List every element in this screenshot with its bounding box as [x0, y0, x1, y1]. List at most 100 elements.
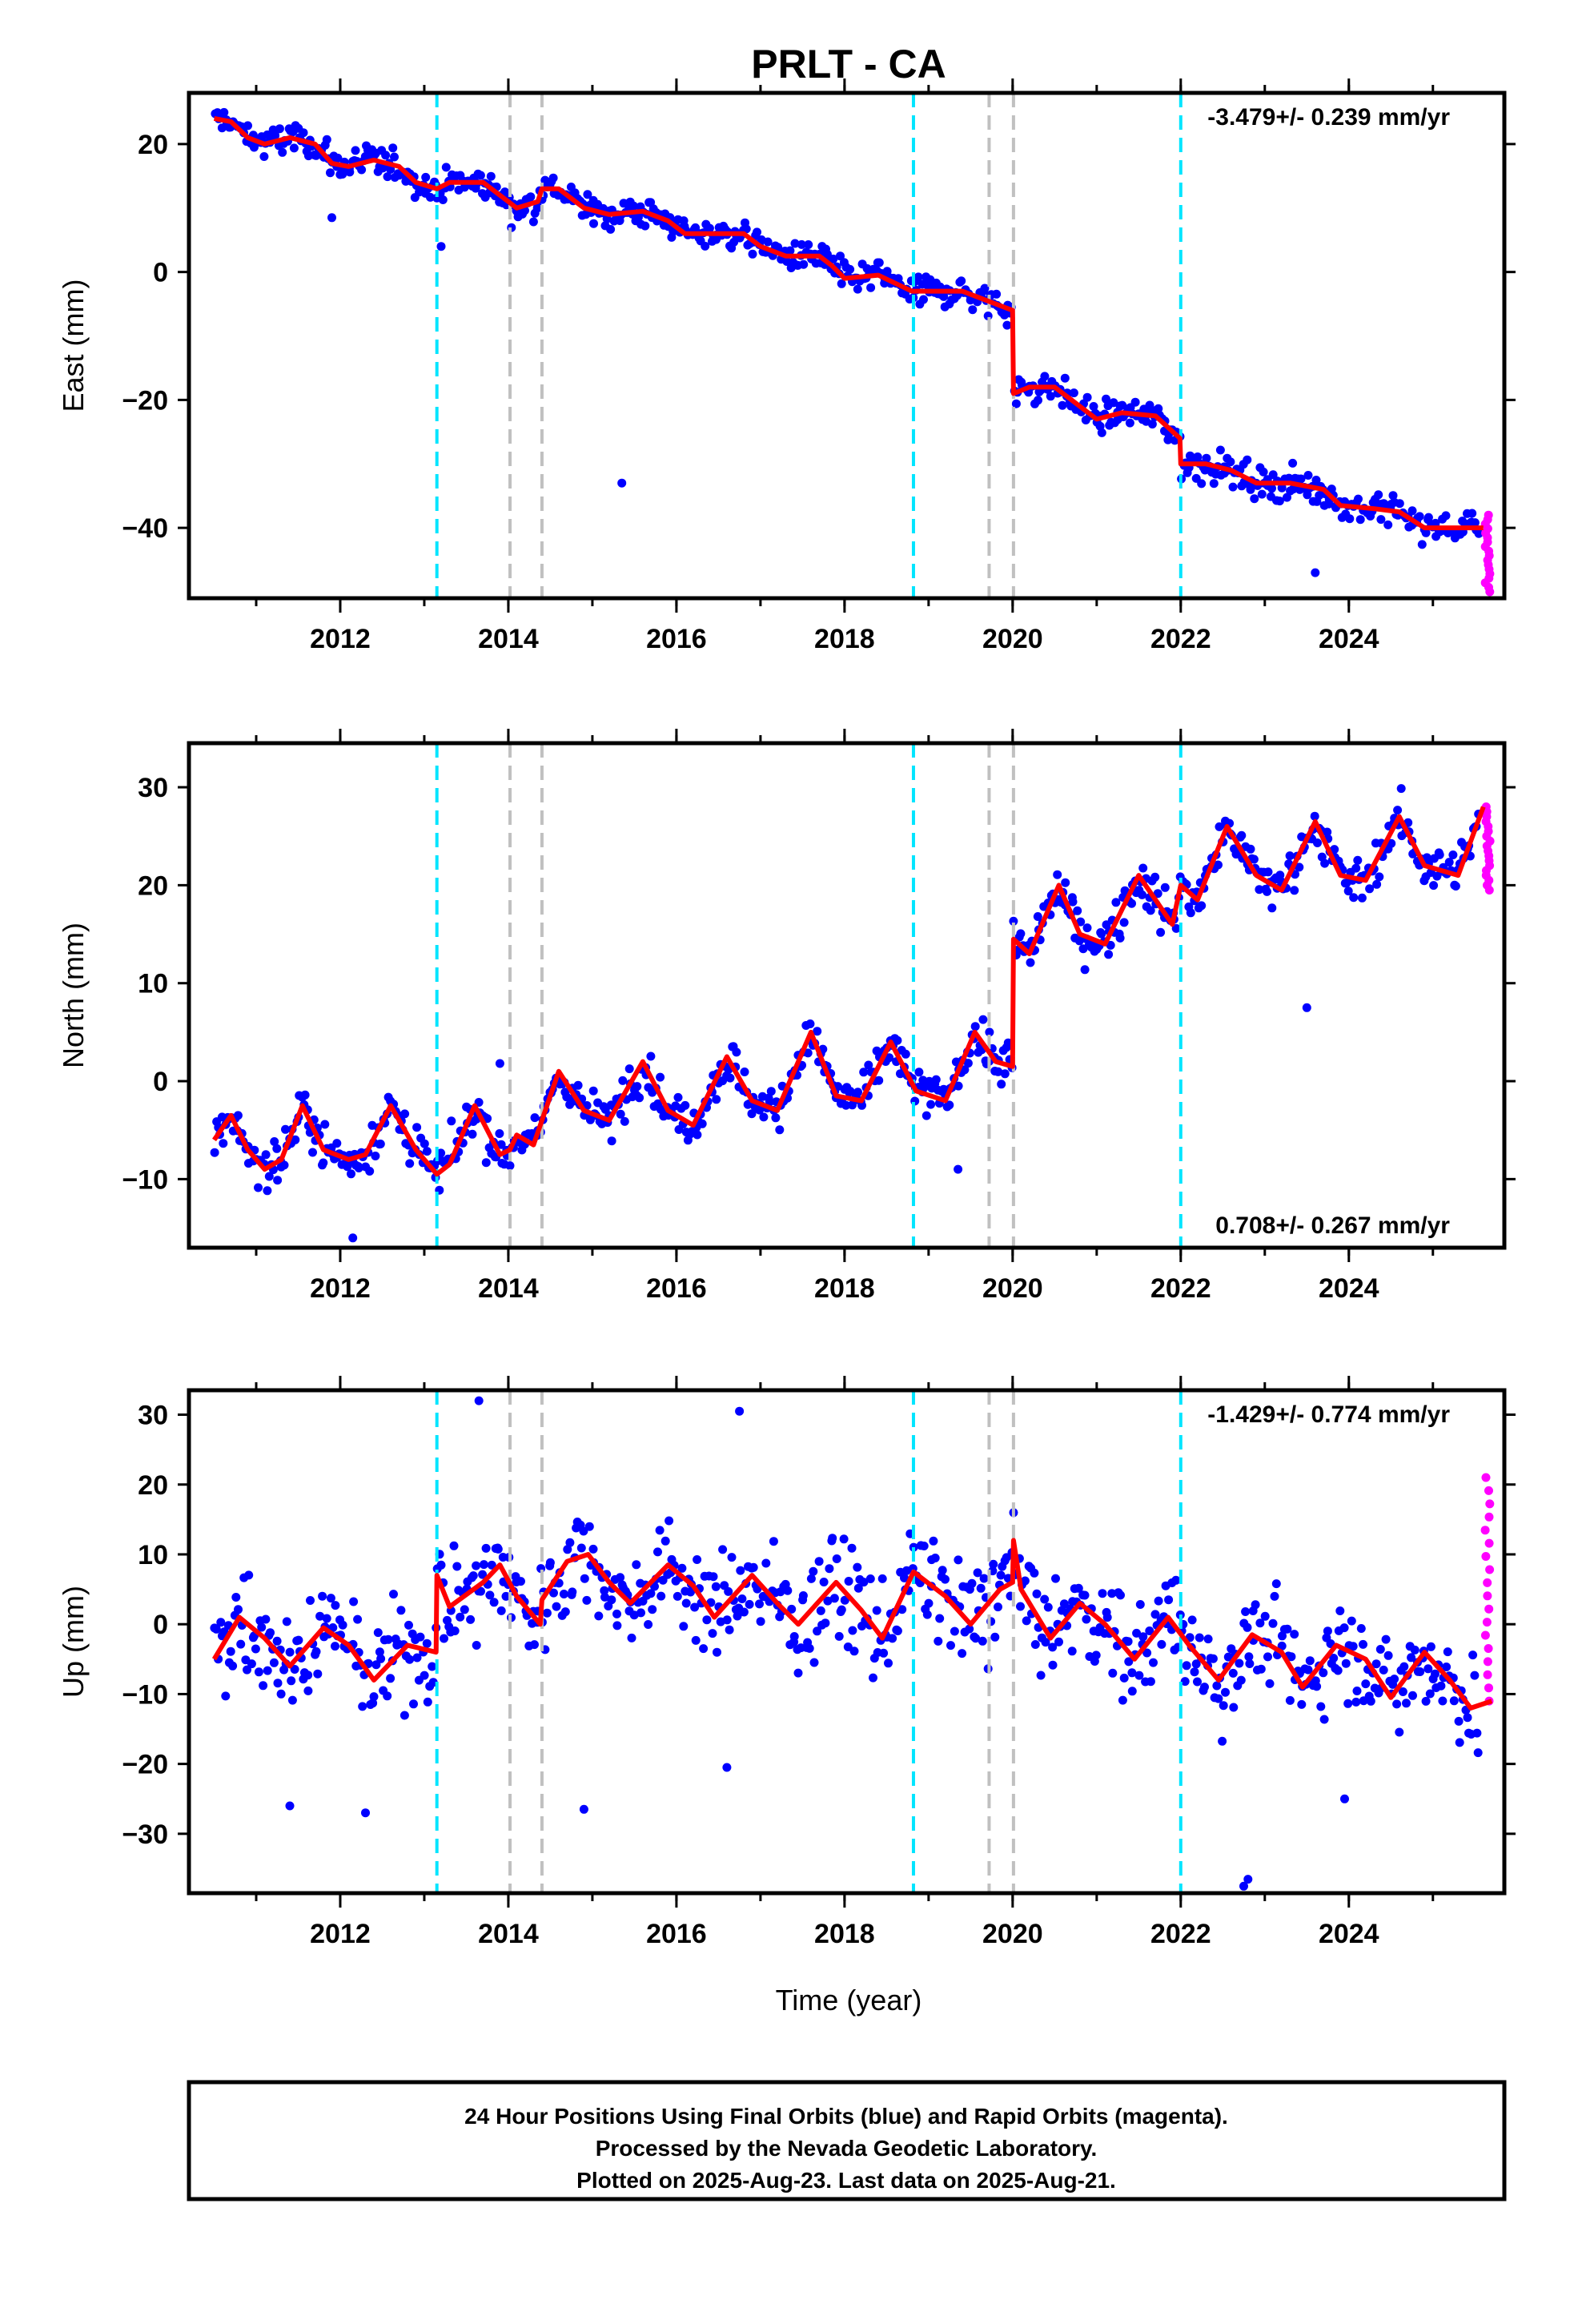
- data-point: [1333, 1666, 1343, 1675]
- data-point: [548, 173, 558, 183]
- data-point: [1245, 1659, 1255, 1668]
- rapid-point: [1480, 1630, 1490, 1640]
- data-point: [1074, 1583, 1083, 1593]
- data-point: [1237, 830, 1247, 840]
- data-point: [1164, 1595, 1174, 1605]
- data-point: [579, 1526, 588, 1536]
- data-point: [1195, 1633, 1204, 1642]
- x-tick-label: 2022: [1150, 1919, 1211, 1949]
- data-point: [841, 1100, 851, 1110]
- data-point: [893, 1626, 902, 1635]
- data-point: [351, 146, 360, 155]
- data-point: [865, 1574, 875, 1583]
- data-point: [568, 1587, 577, 1597]
- data-point: [1349, 893, 1359, 903]
- data-point: [755, 1599, 764, 1609]
- data-point: [1147, 420, 1157, 429]
- data-point: [884, 1659, 893, 1668]
- data-point: [825, 1564, 834, 1574]
- data-point: [1296, 474, 1306, 484]
- data-point: [1303, 490, 1312, 500]
- data-point: [251, 1644, 260, 1654]
- data-point: [276, 1689, 286, 1699]
- data-point: [456, 1612, 465, 1622]
- data-point: [1073, 906, 1082, 915]
- data-point: [354, 1164, 363, 1172]
- data-point: [957, 276, 966, 286]
- data-point: [472, 1561, 481, 1570]
- data-point: [618, 1076, 628, 1085]
- data-point: [709, 1572, 718, 1582]
- data-point: [847, 1543, 857, 1553]
- data-point: [1187, 1615, 1197, 1625]
- data-point: [1250, 494, 1259, 504]
- data-point: [1313, 838, 1322, 847]
- data-point: [914, 1068, 924, 1077]
- data-point: [879, 1648, 889, 1658]
- outlier-point: [436, 242, 446, 251]
- data-point: [1351, 1697, 1361, 1707]
- data-point: [583, 190, 592, 199]
- data-point: [600, 1586, 609, 1595]
- data-point: [501, 1591, 511, 1601]
- data-point: [989, 1559, 998, 1569]
- data-point: [1448, 850, 1458, 859]
- data-point: [440, 1634, 448, 1643]
- data-point: [722, 1615, 732, 1625]
- data-point: [848, 1626, 857, 1635]
- data-point: [1228, 482, 1238, 492]
- rapid-point: [1483, 1591, 1492, 1601]
- data-point: [479, 1560, 488, 1570]
- data-point: [1138, 890, 1146, 899]
- data-point: [400, 1109, 410, 1119]
- data-point: [888, 1634, 897, 1643]
- rapid-point: [1485, 1565, 1495, 1574]
- data-point: [1102, 394, 1110, 404]
- data-point: [452, 1562, 462, 1571]
- data-point: [1214, 1694, 1223, 1703]
- data-point: [1444, 858, 1454, 867]
- data-point: [724, 1586, 733, 1596]
- data-point: [1150, 1610, 1160, 1619]
- data-point: [1396, 784, 1406, 794]
- data-point: [378, 163, 387, 173]
- data-point: [803, 1048, 813, 1058]
- data-point: [1399, 1662, 1409, 1671]
- data-point: [665, 1516, 674, 1526]
- data-point: [1468, 1651, 1478, 1660]
- panel-frame-up: [187, 1388, 1507, 1896]
- data-point: [545, 1558, 555, 1567]
- data-point: [1263, 887, 1271, 896]
- data-point: [749, 1562, 758, 1572]
- data-point: [1190, 1667, 1199, 1677]
- data-point: [673, 1092, 683, 1102]
- x-tick-label: 2018: [814, 1273, 875, 1304]
- data-point: [588, 1544, 598, 1554]
- y-axis-label-north: North (mm): [57, 923, 90, 1068]
- data-point: [968, 305, 978, 315]
- data-point: [496, 1606, 506, 1615]
- footer-line-1: 24 Hour Positions Using Final Orbits (bl…: [464, 2104, 1228, 2129]
- data-point: [934, 1636, 943, 1646]
- data-point: [1284, 473, 1294, 483]
- data-point: [1022, 1616, 1031, 1626]
- data-point: [775, 1125, 785, 1135]
- data-point: [449, 1541, 459, 1550]
- data-point: [291, 1135, 300, 1144]
- data-point: [1160, 883, 1170, 892]
- data-point: [1267, 903, 1277, 913]
- data-point: [526, 192, 536, 202]
- data-point: [1127, 1687, 1137, 1696]
- data-point: [1329, 1654, 1339, 1663]
- data-point: [701, 241, 710, 251]
- data-point: [804, 240, 813, 249]
- data-point: [1104, 950, 1114, 959]
- data-point: [1034, 396, 1042, 405]
- data-point: [1032, 1589, 1042, 1598]
- data-point: [1106, 940, 1115, 950]
- data-point: [869, 1673, 877, 1683]
- data-point: [1097, 428, 1106, 437]
- data-point: [681, 1598, 691, 1608]
- outlier-point: [1340, 1794, 1349, 1803]
- data-point: [1395, 1727, 1404, 1737]
